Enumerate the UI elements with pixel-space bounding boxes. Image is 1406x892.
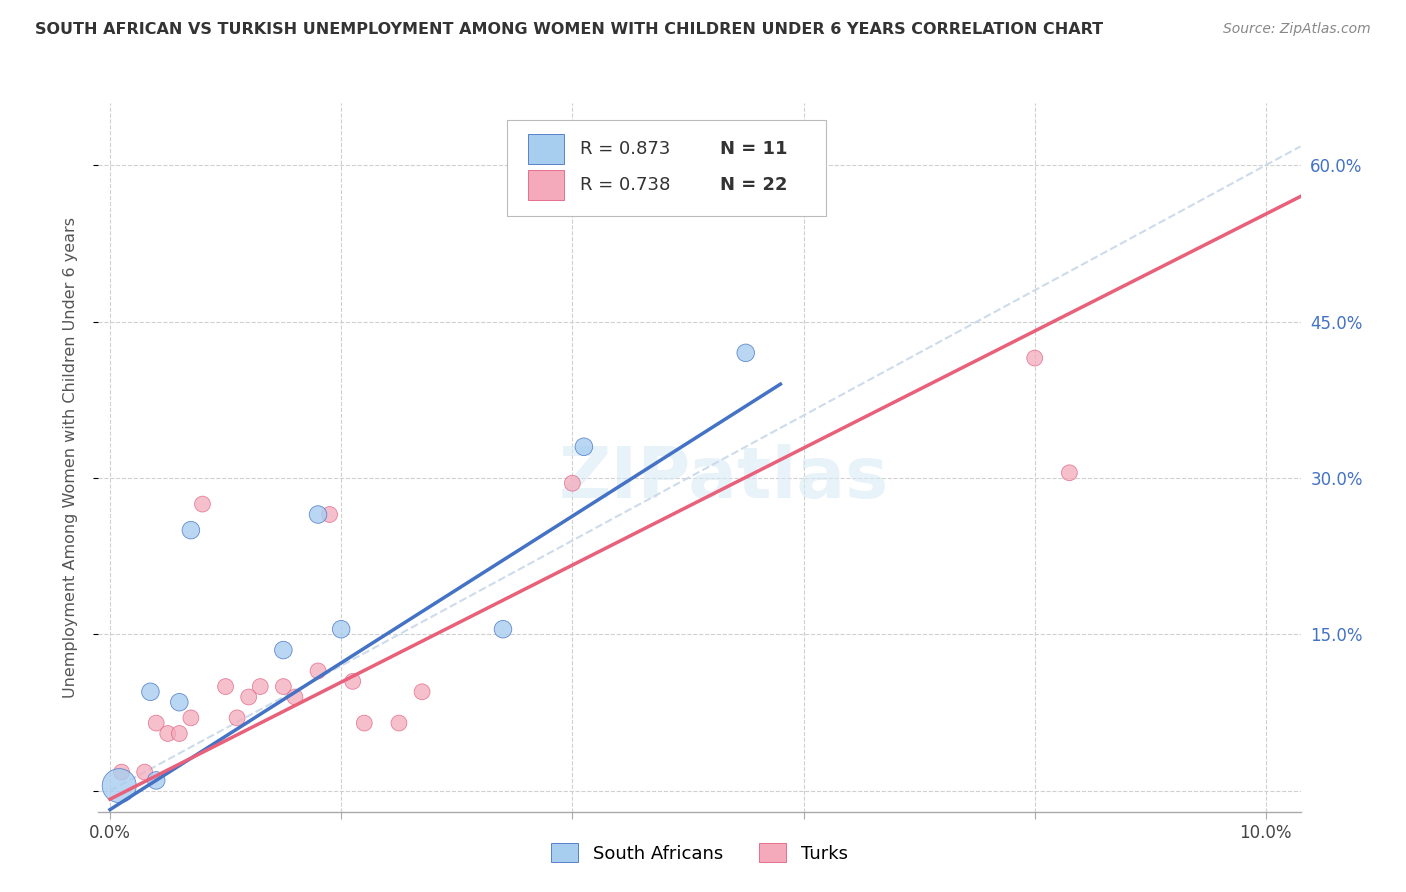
Point — [411, 685, 433, 699]
Point — [561, 476, 583, 491]
Point — [139, 685, 162, 699]
Point — [492, 622, 515, 636]
Point — [226, 711, 249, 725]
Point — [169, 726, 191, 740]
Point — [1059, 466, 1081, 480]
Point — [572, 440, 595, 454]
Point — [214, 680, 236, 694]
Text: SOUTH AFRICAN VS TURKISH UNEMPLOYMENT AMONG WOMEN WITH CHILDREN UNDER 6 YEARS CO: SOUTH AFRICAN VS TURKISH UNEMPLOYMENT AM… — [35, 22, 1104, 37]
Point — [388, 716, 411, 731]
Point — [145, 716, 167, 731]
Point — [273, 643, 295, 657]
Point — [249, 680, 271, 694]
Text: R = 0.873: R = 0.873 — [581, 140, 671, 159]
Text: ZIPatlas: ZIPatlas — [558, 444, 889, 513]
FancyBboxPatch shape — [527, 170, 564, 200]
Point — [284, 690, 307, 704]
Text: N = 11: N = 11 — [720, 140, 787, 159]
Point — [134, 765, 156, 780]
Point — [353, 716, 375, 731]
Point — [734, 346, 756, 360]
Point — [110, 765, 132, 780]
Text: Source: ZipAtlas.com: Source: ZipAtlas.com — [1223, 22, 1371, 37]
Y-axis label: Unemployment Among Women with Children Under 6 years: Unemployment Among Women with Children U… — [63, 217, 77, 698]
Text: R = 0.738: R = 0.738 — [581, 176, 671, 194]
Point — [145, 773, 167, 788]
Point — [307, 508, 329, 522]
FancyBboxPatch shape — [508, 120, 825, 216]
Point — [191, 497, 214, 511]
Point — [1024, 351, 1046, 365]
Point — [169, 695, 191, 709]
Point — [342, 674, 364, 689]
Point — [156, 726, 179, 740]
Legend: South Africans, Turks: South Africans, Turks — [544, 837, 855, 870]
Point — [180, 523, 202, 537]
FancyBboxPatch shape — [527, 135, 564, 164]
Point — [330, 622, 353, 636]
Point — [180, 711, 202, 725]
Point — [273, 680, 295, 694]
Point — [318, 508, 340, 522]
Point — [238, 690, 260, 704]
Point — [108, 779, 131, 793]
Text: N = 22: N = 22 — [720, 176, 787, 194]
Point — [307, 664, 329, 678]
